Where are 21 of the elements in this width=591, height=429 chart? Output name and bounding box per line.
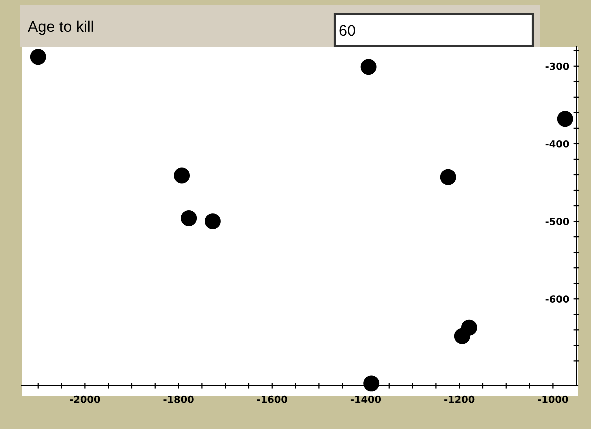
point <box>440 169 456 186</box>
x-tick-label: -2000 <box>70 396 100 404</box>
y-tick-label: -600 <box>546 296 570 303</box>
y-tick-label: -300 <box>546 62 570 70</box>
point <box>30 49 46 66</box>
x-tick-label: -1600 <box>257 396 288 404</box>
point <box>364 376 380 392</box>
point <box>557 111 574 128</box>
y-tick-label: -500 <box>546 218 570 226</box>
point <box>181 210 198 226</box>
x-tick-label: -1400 <box>350 396 382 404</box>
point <box>204 214 221 230</box>
point <box>174 168 190 184</box>
x-tick-label: -1200 <box>444 396 475 404</box>
point <box>360 59 377 76</box>
text: Age to kill <box>28 20 94 36</box>
x-tick-label: -1000 <box>538 396 568 404</box>
text: 60 <box>340 25 356 36</box>
point <box>454 328 470 344</box>
x-tick-label: -1800 <box>164 396 194 404</box>
y-tick-label: -400 <box>546 140 570 148</box>
